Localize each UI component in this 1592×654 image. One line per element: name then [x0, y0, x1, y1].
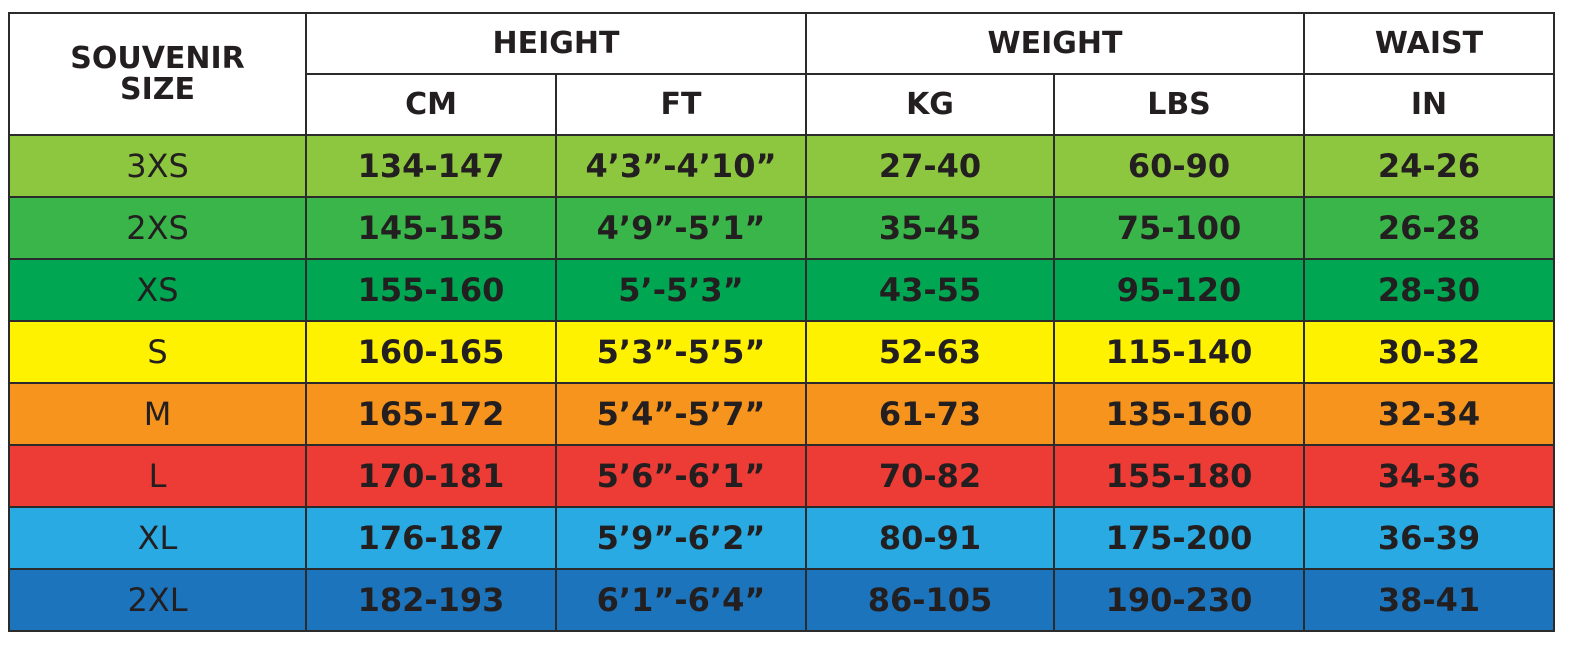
measure-cell: 165-172: [305, 382, 557, 446]
measure-cell: 61-73: [805, 382, 1055, 446]
measure-cell: 28-30: [1303, 258, 1556, 322]
unit-header: FT: [555, 73, 807, 136]
measure-cell: 70-82: [805, 444, 1055, 508]
measure-cell: 26-28: [1303, 196, 1556, 260]
unit-header: IN: [1303, 73, 1556, 136]
size-row: XS 155-160 5’-5’3” 43-55 95-120 28-30: [8, 258, 1556, 322]
group-header: WEIGHT: [804, 12, 1306, 75]
measure-cell: 190-230: [1052, 568, 1306, 632]
measure-cell: 35-45: [805, 196, 1055, 260]
measure-cell: 135-160: [1052, 382, 1306, 446]
size-cell: XS: [8, 258, 307, 322]
measure-cell: 115-140: [1052, 320, 1306, 384]
size-row: 2XL 182-193 6’1”-6’4” 86-105 190-230 38-41: [8, 568, 1556, 632]
size-chart: SOUVENIR SIZE HEIGHT WEIGHT WAIST CM FT …: [8, 12, 1556, 632]
size-row: 3XS 134-147 4’3”-4’10” 27-40 60-90 24-26: [8, 134, 1556, 198]
measure-cell: 175-200: [1052, 506, 1306, 570]
size-row: XL 176-187 5’9”-6’2” 80-91 175-200 36-39: [8, 506, 1556, 570]
measure-cell: 43-55: [805, 258, 1055, 322]
table-body: 3XS 134-147 4’3”-4’10” 27-40 60-90 24-26 2XS 14…: [8, 134, 1556, 632]
size-header: SOUVENIR SIZE: [8, 12, 307, 136]
size-row: M 165-172 5’4”-5’7” 61-73 135-160 32-34: [8, 382, 1556, 446]
unit-header: KG: [805, 73, 1055, 136]
size-row: 2XS 145-155 4’9”-5’1” 35-45 75-100 26-28: [8, 196, 1556, 260]
size-cell: 3XS: [8, 134, 307, 198]
measure-cell: 95-120: [1052, 258, 1306, 322]
measure-cell: 75-100: [1052, 196, 1306, 260]
measure-cell: 34-36: [1303, 444, 1556, 508]
measure-cell: 24-26: [1303, 134, 1556, 198]
measure-cell: 170-181: [305, 444, 557, 508]
measure-cell: 80-91: [805, 506, 1055, 570]
measure-cell: 176-187: [305, 506, 557, 570]
measure-cell: 5’4”-5’7”: [555, 382, 807, 446]
measure-cell: 155-180: [1052, 444, 1306, 508]
measure-cell: 5’-5’3”: [555, 258, 807, 322]
measure-cell: 155-160: [305, 258, 557, 322]
size-row: S 160-165 5’3”-5’5” 52-63 115-140 30-32: [8, 320, 1556, 384]
size-cell: S: [8, 320, 307, 384]
measure-cell: 38-41: [1303, 568, 1556, 632]
measure-cell: 32-34: [1303, 382, 1556, 446]
measure-cell: 60-90: [1052, 134, 1306, 198]
size-cell: 2XL: [8, 568, 307, 632]
measure-cell: 145-155: [305, 196, 557, 260]
group-row: SOUVENIR SIZE HEIGHT WEIGHT WAIST: [8, 12, 1556, 136]
group-header: HEIGHT: [305, 12, 807, 75]
unit-row: CM FT KG LBS IN: [9, 73, 1556, 136]
size-cell: L: [8, 444, 307, 508]
measure-cell: 5’6”-6’1”: [555, 444, 807, 508]
group-header: WAIST: [1303, 12, 1556, 75]
measure-cell: 52-63: [805, 320, 1055, 384]
measure-cell: 36-39: [1303, 506, 1556, 570]
measure-cell: 30-32: [1303, 320, 1556, 384]
size-cell: XL: [8, 506, 307, 570]
unit-header: CM: [305, 73, 557, 136]
measure-cell: 182-193: [305, 568, 557, 632]
measure-cell: 6’1”-6’4”: [555, 568, 807, 632]
size-cell: M: [8, 382, 307, 446]
size-row: L 170-181 5’6”-6’1” 70-82 155-180 34-36: [8, 444, 1556, 508]
measure-cell: 4’3”-4’10”: [555, 134, 807, 198]
measure-cell: 27-40: [805, 134, 1055, 198]
measure-cell: 5’9”-6’2”: [555, 506, 807, 570]
size-cell: 2XS: [8, 196, 307, 260]
measure-cell: 4’9”-5’1”: [555, 196, 807, 260]
measure-cell: 134-147: [305, 134, 557, 198]
measure-cell: 160-165: [305, 320, 557, 384]
measure-cell: 86-105: [805, 568, 1055, 632]
unit-header: LBS: [1052, 73, 1306, 136]
table-header: SOUVENIR SIZE HEIGHT WEIGHT WAIST CM FT …: [8, 12, 1556, 136]
measure-cell: 5’3”-5’5”: [555, 320, 807, 384]
